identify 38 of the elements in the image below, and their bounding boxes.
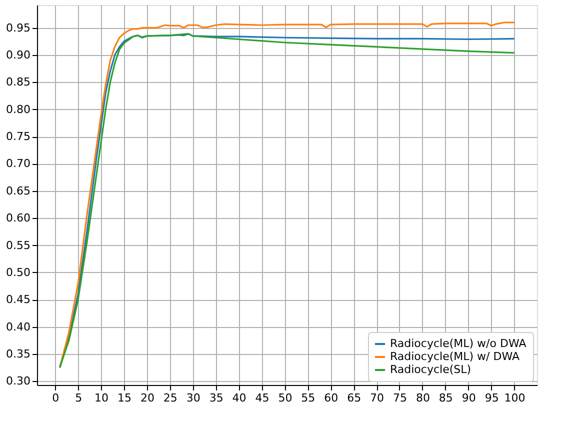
x-tick-label: 10 (94, 392, 109, 404)
x-tick-label: 0 (52, 392, 60, 404)
y-tick-label: 0.60 (6, 212, 30, 225)
x-tick-label: 20 (140, 392, 154, 404)
x-tick-label: 60 (324, 392, 338, 404)
y-tick-label: 0.40 (6, 320, 30, 334)
x-tick-label: 65 (347, 392, 362, 404)
x-tick-label: 75 (392, 392, 407, 404)
legend-label: Radiocycle(SL) (390, 363, 472, 376)
x-tick-label: 70 (370, 392, 384, 404)
y-tick-label: 0.75 (6, 130, 30, 144)
y-tick-label: 0.45 (6, 293, 30, 306)
x-tick-label: 30 (186, 392, 200, 404)
y-tick-label: 0.35 (6, 348, 30, 361)
legend-label: Radiocycle(ML) w/o DWA (390, 337, 527, 350)
y-tick-label: 0.85 (6, 76, 30, 89)
x-tick-label: 95 (484, 392, 499, 404)
x-tick-label: 80 (416, 392, 430, 404)
x-tick-label: 55 (301, 392, 316, 404)
x-tick-label: 40 (232, 392, 246, 404)
y-tick-label: 0.30 (6, 374, 30, 388)
x-tick-label: 25 (163, 392, 178, 404)
x-tick-label: 100 (504, 392, 526, 404)
x-tick-label: 5 (75, 392, 82, 404)
y-tick-label: 0.95 (6, 21, 30, 34)
y-tick-label: 0.50 (6, 266, 30, 279)
y-tick-label: 0.90 (6, 48, 30, 62)
y-tick-label: 0.55 (6, 238, 30, 252)
y-tick-label: 0.70 (6, 157, 30, 170)
x-tick-label: 15 (118, 392, 132, 404)
legend-label: Radiocycle(ML) w/ DWA (390, 350, 520, 363)
x-tick-label: 90 (462, 392, 476, 404)
x-tick-label: 85 (438, 392, 453, 404)
x-tick-label: 45 (255, 392, 270, 404)
y-tick-label: 0.80 (6, 102, 30, 116)
y-tick-label: 0.65 (6, 184, 30, 198)
x-tick-label: 50 (278, 392, 292, 404)
x-tick-label: 35 (209, 392, 224, 404)
